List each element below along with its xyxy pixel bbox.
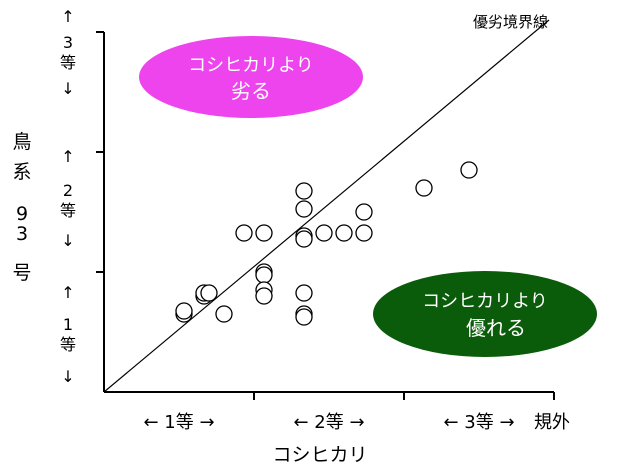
superior-region-label-line1: コシヒカリより xyxy=(422,291,548,312)
data-point xyxy=(460,161,478,179)
superior-region-label-line2: 優れる xyxy=(466,316,526,340)
y-axis-title-char: 鳥 xyxy=(12,131,31,153)
data-point xyxy=(355,224,373,242)
data-point xyxy=(215,305,233,323)
x-grade-label-1: ← 1等 → xyxy=(143,412,214,433)
y-grade-number: 1 xyxy=(63,315,73,334)
y-grade-label-1: ↑ 1 等 ↓ xyxy=(60,283,76,386)
data-point xyxy=(295,230,313,248)
y-grade-char: 等 xyxy=(60,53,76,72)
inferior-region-label-line2: 劣る xyxy=(231,79,271,103)
y-grade-number: 3 xyxy=(63,33,73,52)
data-point xyxy=(235,224,253,242)
y-grade-arrow-up: ↑ xyxy=(61,7,74,26)
y-axis-title-char: 3 xyxy=(16,223,28,245)
y-axis-title-char: 号 xyxy=(12,262,31,284)
y-grade-char: 等 xyxy=(60,335,76,354)
data-points xyxy=(175,161,478,326)
y-grade-arrow-down: ↓ xyxy=(61,79,74,98)
inferior-region-label-bg xyxy=(139,36,363,118)
data-point xyxy=(415,179,433,197)
superior-region-label-bg xyxy=(373,271,597,357)
x-grade-label-2: ← 2等 → xyxy=(293,412,364,433)
data-point xyxy=(295,308,313,326)
data-point xyxy=(255,287,273,305)
x-grade-label-out: 規外 xyxy=(534,412,570,433)
y-grade-arrow-up: ↑ xyxy=(61,147,74,166)
data-point xyxy=(295,200,313,218)
data-point xyxy=(315,224,333,242)
boundary-line xyxy=(103,19,550,393)
data-point xyxy=(335,224,353,242)
x-grade-label-3: ← 3等 → xyxy=(443,412,514,433)
y-grade-label-2: ↑ 2 等 ↓ xyxy=(60,147,76,250)
y-grade-number: 2 xyxy=(63,181,73,200)
data-point xyxy=(175,302,193,320)
boundary-line-label: 優劣境界線 xyxy=(473,13,548,31)
data-point xyxy=(295,182,313,200)
y-axis-title-char: 9 xyxy=(16,203,28,225)
y-grade-label-3: ↑ 3 等 ↓ xyxy=(60,7,76,98)
data-point xyxy=(255,266,273,284)
y-grade-arrow-down: ↓ xyxy=(61,231,74,250)
x-axis-title: コシヒカリ xyxy=(272,444,367,466)
y-grade-arrow-up: ↑ xyxy=(61,283,74,302)
data-point xyxy=(200,284,218,302)
y-axis-title-char: 系 xyxy=(12,161,31,183)
data-point xyxy=(255,224,273,242)
y-grade-char: 等 xyxy=(60,201,76,220)
data-point xyxy=(355,203,373,221)
inferior-region-label-line1: コシヒカリより xyxy=(188,55,314,76)
y-grade-arrow-down: ↓ xyxy=(61,367,74,386)
data-point xyxy=(295,284,313,302)
